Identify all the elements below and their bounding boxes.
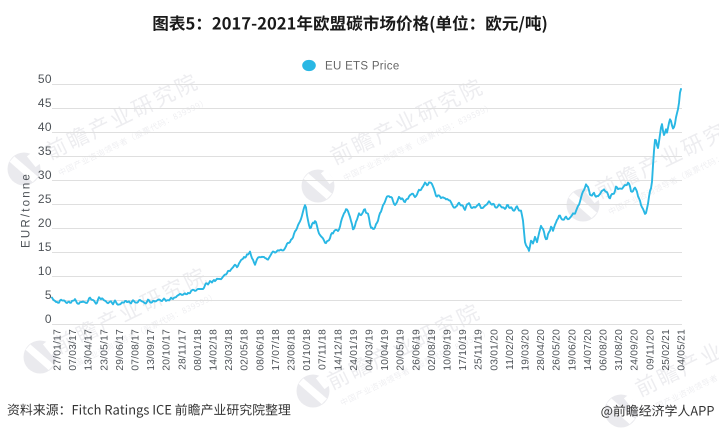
svg-text:08/01/18: 08/01/18 bbox=[193, 329, 204, 371]
svg-text:27/01/17: 27/01/17 bbox=[53, 329, 64, 371]
svg-text:20/05/19: 20/05/19 bbox=[396, 329, 407, 371]
svg-text:25: 25 bbox=[38, 192, 52, 206]
svg-text:07/03/17: 07/03/17 bbox=[68, 329, 79, 371]
svg-text:10: 10 bbox=[38, 264, 52, 278]
svg-text:25/02/21: 25/02/21 bbox=[661, 329, 672, 371]
svg-text:08/06/18: 08/06/18 bbox=[255, 329, 266, 371]
svg-text:23/03/18: 23/03/18 bbox=[224, 329, 235, 371]
svg-text:26/05/20: 26/05/20 bbox=[552, 329, 563, 371]
svg-text:06/08/20: 06/08/20 bbox=[599, 329, 610, 371]
svg-text:28/04/20: 28/04/20 bbox=[536, 329, 547, 371]
svg-text:EUR/tonne: EUR/tonne bbox=[21, 172, 33, 248]
svg-text:24/01/19: 24/01/19 bbox=[349, 329, 360, 371]
svg-text:0: 0 bbox=[45, 312, 52, 326]
svg-text:15: 15 bbox=[38, 240, 52, 254]
svg-text:5: 5 bbox=[45, 288, 52, 302]
svg-text:28/11/17: 28/11/17 bbox=[177, 329, 188, 370]
svg-text:02/08/19: 02/08/19 bbox=[427, 329, 438, 371]
svg-text:04/03/19: 04/03/19 bbox=[365, 329, 376, 371]
svg-text:24/09/20: 24/09/20 bbox=[630, 329, 641, 371]
svg-text:04/05/21: 04/05/21 bbox=[677, 329, 688, 371]
svg-text:07/08/17: 07/08/17 bbox=[131, 329, 142, 371]
svg-text:23/08/18: 23/08/18 bbox=[287, 329, 298, 371]
svg-text:EU ETS Price: EU ETS Price bbox=[325, 61, 400, 73]
svg-text:17/10/19: 17/10/19 bbox=[458, 329, 469, 371]
svg-text:09/11/20: 09/11/20 bbox=[645, 329, 656, 370]
svg-text:14/12/18: 14/12/18 bbox=[333, 329, 344, 371]
svg-text:17/07/18: 17/07/18 bbox=[271, 329, 282, 371]
svg-text:45: 45 bbox=[38, 96, 52, 110]
svg-text:14/02/18: 14/02/18 bbox=[209, 329, 220, 371]
svg-text:31/08/20: 31/08/20 bbox=[614, 329, 625, 371]
svg-text:26/06/19: 26/06/19 bbox=[411, 329, 422, 371]
svg-text:50: 50 bbox=[38, 72, 52, 86]
svg-text:23/05/17: 23/05/17 bbox=[99, 329, 110, 371]
svg-text:13/09/17: 13/09/17 bbox=[146, 329, 157, 371]
svg-text:40: 40 bbox=[38, 120, 52, 134]
svg-text:35: 35 bbox=[38, 144, 52, 158]
svg-text:30: 30 bbox=[38, 168, 52, 182]
svg-text:20/10/17: 20/10/17 bbox=[162, 329, 173, 371]
svg-text:03/01/20: 03/01/20 bbox=[489, 329, 500, 371]
svg-text:01/10/18: 01/10/18 bbox=[302, 329, 313, 371]
svg-text:10/09/19: 10/09/19 bbox=[443, 329, 454, 371]
svg-text:11/02/20: 11/02/20 bbox=[505, 329, 516, 370]
svg-text:19/06/20: 19/06/20 bbox=[567, 329, 578, 371]
svg-text:29/06/17: 29/06/17 bbox=[115, 329, 126, 371]
svg-text:20: 20 bbox=[38, 216, 52, 230]
svg-text:25/11/19: 25/11/19 bbox=[474, 329, 485, 370]
svg-text:10/04/19: 10/04/19 bbox=[380, 329, 391, 371]
svg-text:14/07/20: 14/07/20 bbox=[583, 329, 594, 371]
svg-text:19/03/20: 19/03/20 bbox=[521, 329, 532, 371]
svg-text:02/05/18: 02/05/18 bbox=[240, 329, 251, 371]
svg-text:07/11/18: 07/11/18 bbox=[318, 329, 329, 370]
svg-text:13/04/17: 13/04/17 bbox=[84, 329, 95, 371]
